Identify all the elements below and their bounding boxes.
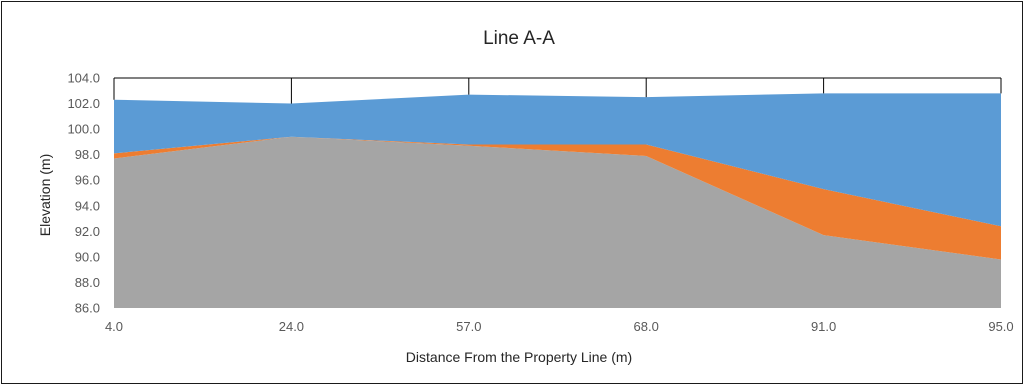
y-tick-label: 102.0 bbox=[67, 96, 100, 111]
x-tick-label: 95.0 bbox=[988, 319, 1013, 334]
y-tick-label: 86.0 bbox=[75, 301, 100, 316]
y-tick-label: 94.0 bbox=[75, 198, 100, 213]
y-axis-ticks: 104.0 102.0 100.0 98.0 96.0 94.0 92.0 90.0 88.0 8… bbox=[67, 71, 100, 316]
y-tick-label: 90.0 bbox=[75, 249, 100, 264]
top-line bbox=[113, 77, 1002, 104]
chart-title: Line A-A bbox=[483, 28, 555, 49]
y-tick-label: 104.0 bbox=[67, 71, 100, 86]
x-axis-ticks: 4.0 24.0 57.0 68.0 91.0 95.0 bbox=[105, 319, 1014, 334]
area-layer-3 bbox=[114, 93, 1001, 227]
y-tick-label: 98.0 bbox=[75, 147, 100, 162]
x-tick-label: 68.0 bbox=[634, 319, 659, 334]
y-tick-label: 96.0 bbox=[75, 173, 100, 188]
x-tick-label: 24.0 bbox=[279, 319, 304, 334]
y-tick-label: 92.0 bbox=[75, 224, 100, 239]
x-tick-label: 91.0 bbox=[811, 319, 836, 334]
x-tick-label: 4.0 bbox=[105, 319, 123, 334]
y-tick-label: 88.0 bbox=[75, 275, 100, 290]
x-tick-label: 57.0 bbox=[456, 319, 481, 334]
area-layer-1 bbox=[114, 136, 1001, 308]
y-axis-label: Elevation (m) bbox=[37, 154, 53, 236]
y-tick-label: 100.0 bbox=[67, 122, 100, 137]
area-layer-2 bbox=[114, 136, 1001, 260]
x-axis-label: Distance From the Property Line (m) bbox=[406, 349, 632, 365]
area-layers bbox=[114, 93, 1001, 308]
